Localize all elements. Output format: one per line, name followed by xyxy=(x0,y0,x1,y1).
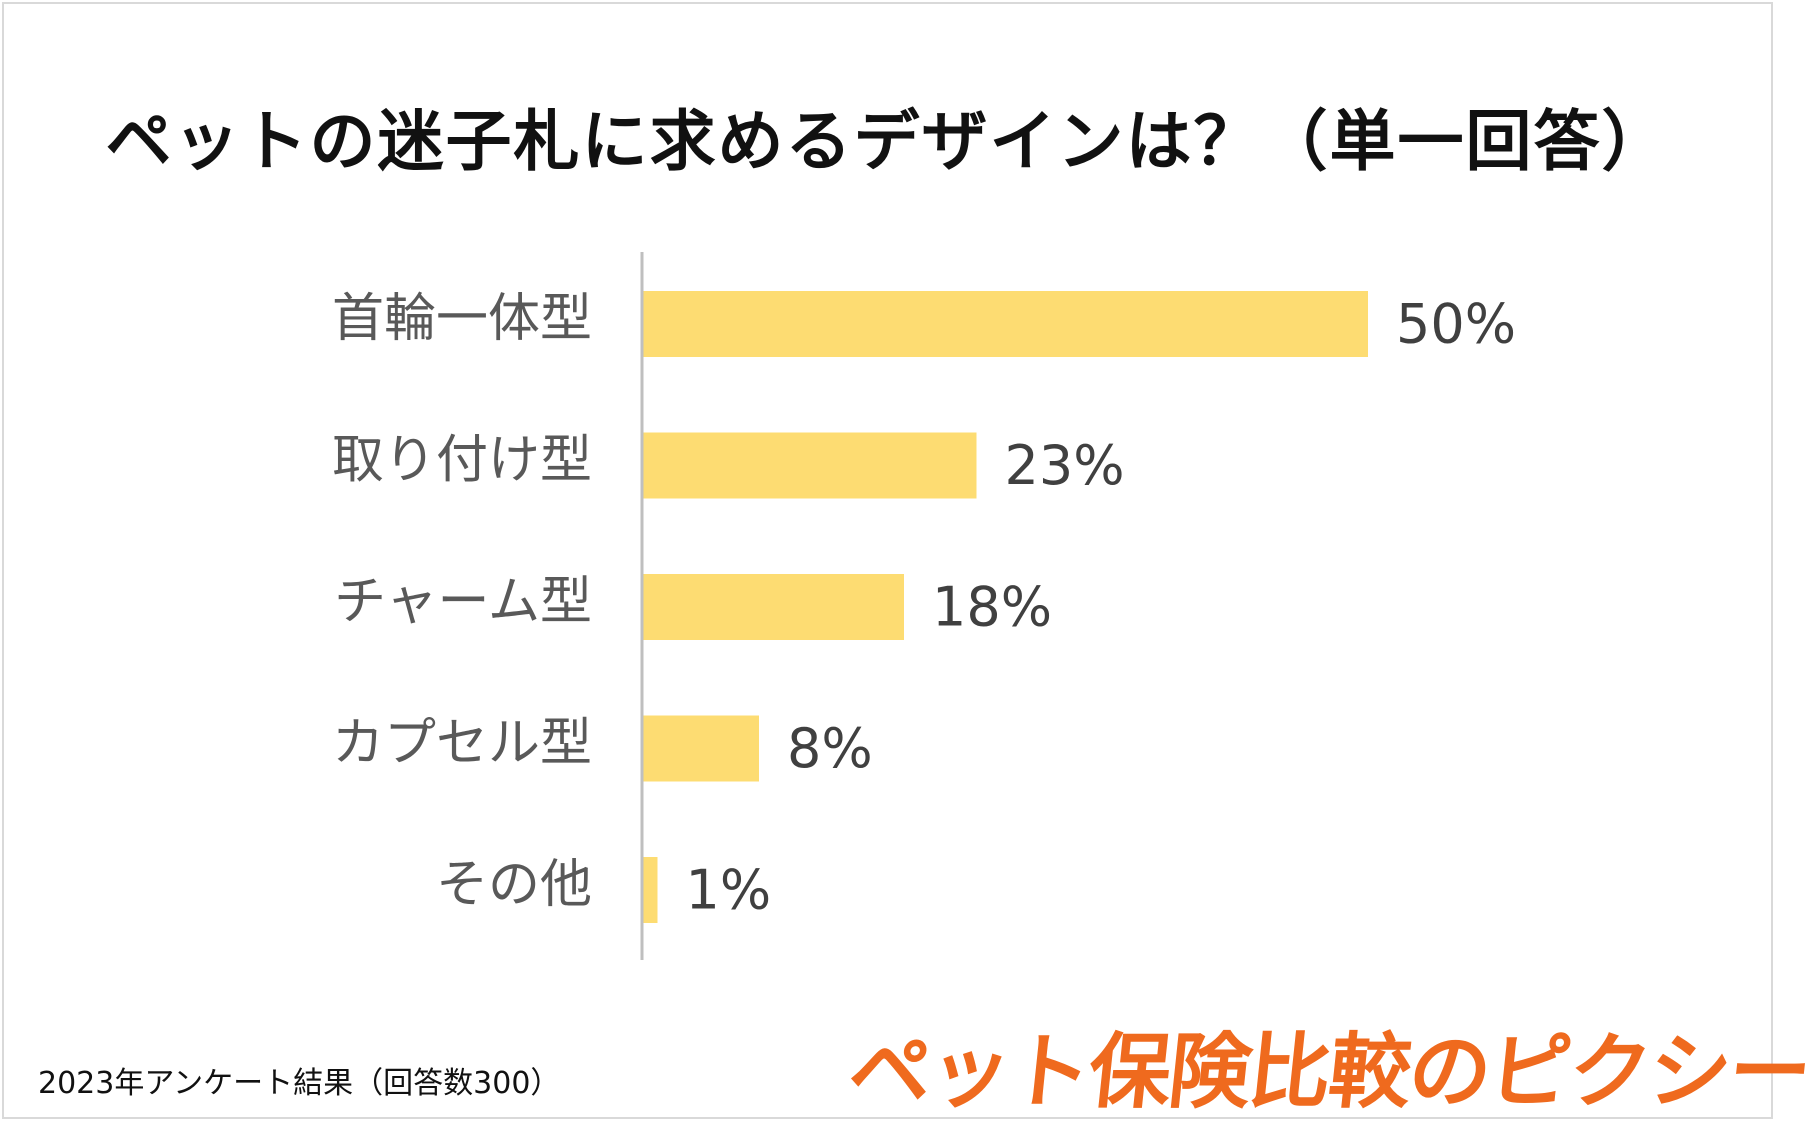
category-label-2: チャーム型 xyxy=(334,572,592,632)
value-label-2: 18% xyxy=(932,576,1052,639)
brand-logo: ペット保険比較のピクシー xyxy=(844,1025,1815,1120)
category-label-0: 首輪一体型 xyxy=(332,289,592,349)
bar-1 xyxy=(643,432,977,499)
chart-title: ペットの迷子札に求めるデザインは？（単一回答） xyxy=(105,103,1670,180)
value-label-1: 23% xyxy=(1005,434,1125,497)
category-label-1: 取り付け型 xyxy=(332,431,592,491)
footnote: 2023年アンケート結果（回答数300） xyxy=(38,1066,561,1101)
bar-3 xyxy=(643,715,759,782)
value-label-3: 8% xyxy=(787,717,873,780)
category-label-3: カプセル型 xyxy=(332,714,592,774)
bars-layer: 首輪一体型 50% 取り付け型 23% チャーム型 18% カプセル型 8% その他 1% xyxy=(332,289,1516,923)
value-label-4: 1% xyxy=(686,859,772,922)
value-label-0: 50% xyxy=(1396,293,1516,356)
category-label-4: その他 xyxy=(436,855,592,915)
bar-2 xyxy=(643,574,904,640)
chart-frame xyxy=(2,2,1773,1119)
bar-0 xyxy=(643,291,1368,357)
bar-4 xyxy=(643,857,658,923)
